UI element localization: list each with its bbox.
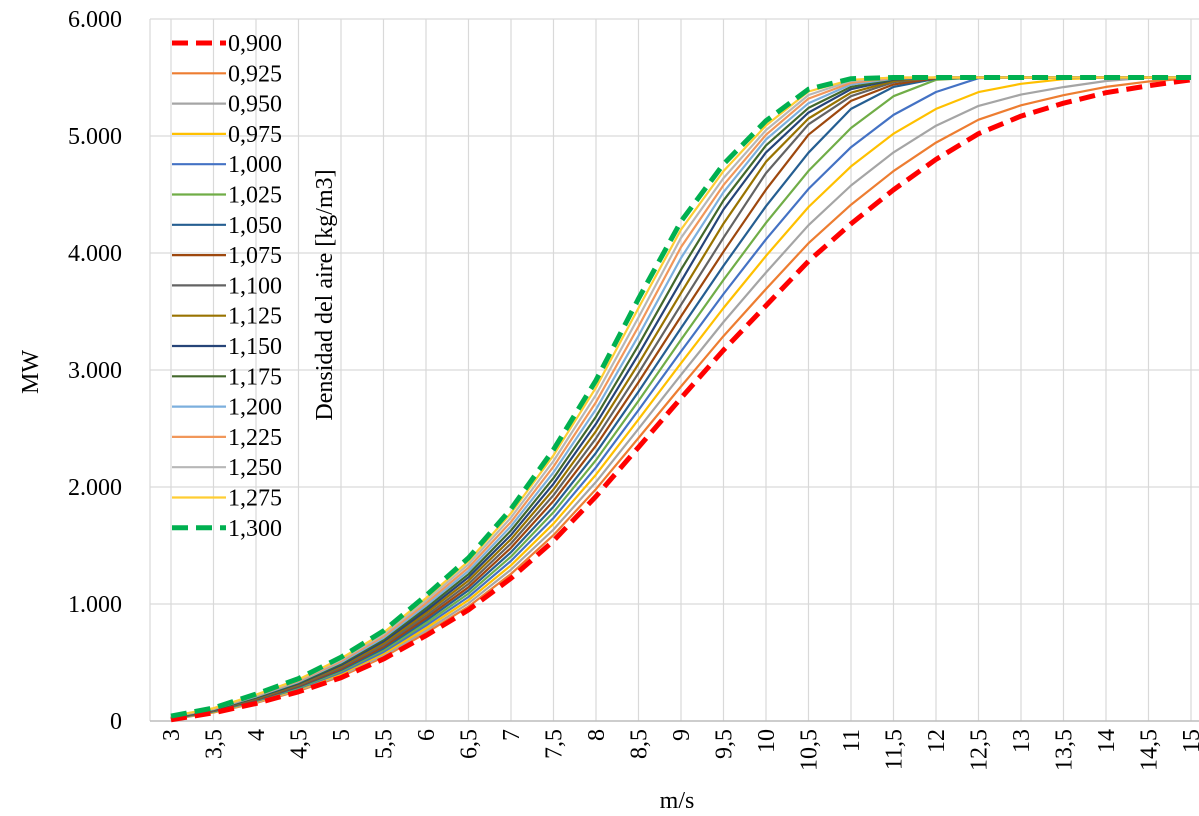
series-line-1-300: [170, 75, 1191, 719]
y-axis-label: MW: [18, 350, 44, 394]
x-tick-label: 7: [499, 729, 525, 741]
x-tick-label: 6,5: [457, 729, 483, 759]
y-tick-label: 2.000: [68, 475, 122, 501]
x-tick-label: 3,5: [202, 729, 228, 759]
x-tick-label: 5,5: [372, 729, 398, 759]
legend-label: 1,000: [228, 152, 282, 178]
legend-label: 1,075: [228, 243, 282, 269]
series-layer: [170, 75, 1192, 723]
legend-title: Densidad del aire [kg/m3]: [312, 169, 338, 420]
y-tick-label: 4.000: [68, 241, 122, 267]
legend-label: 1,100: [228, 273, 282, 299]
x-tick-label: 5: [329, 729, 355, 741]
y-tick-label: 3.000: [68, 358, 122, 384]
series-line-0-975: [170, 76, 1191, 721]
x-tick-label: 15: [1179, 729, 1199, 753]
legend: 0,900 0,925 0,950 0,975 1,000 1,025 1,050 1,075…: [172, 31, 282, 542]
x-tick-label: 10: [754, 729, 780, 753]
x-axis-ticks: 3 3,5 4 4,5 5 5,5 6 6,5 7 7,5 8 8,5 9 9,5 10 10,5 11 11,5…: [159, 729, 1199, 771]
y-tick-label: 0: [110, 709, 122, 735]
x-tick-label: 6: [414, 729, 440, 741]
legend-label: 1,025: [228, 183, 282, 209]
x-tick-label: 12,5: [967, 729, 993, 771]
legend-label: 1,250: [228, 455, 282, 481]
y-tick-label: 1.000: [68, 592, 122, 618]
series-line-0-900: [170, 77, 1192, 723]
legend-label: 1,200: [228, 395, 282, 421]
legend-label: 1,225: [228, 425, 282, 451]
legend-label: 1,150: [228, 334, 282, 360]
x-tick-label: 8: [584, 729, 610, 741]
x-tick-label: 9: [669, 729, 695, 741]
x-tick-label: 3: [159, 729, 185, 741]
legend-label: 1,125: [228, 304, 282, 330]
legend-label: 1,175: [228, 364, 282, 390]
y-tick-label: 6.000: [68, 7, 122, 33]
legend-label: 1,300: [228, 516, 282, 542]
y-axis-ticks: 0 1.000 2.000 3.000 4.000 5.000 6.000: [68, 7, 122, 735]
x-tick-label: 14: [1094, 729, 1120, 753]
x-tick-label: 4,5: [287, 729, 313, 759]
x-tick-label: 10,5: [797, 729, 823, 771]
x-tick-label: 7,5: [542, 729, 568, 759]
legend-label: 1,275: [228, 486, 282, 512]
legend-label: 0,975: [228, 122, 282, 148]
x-tick-label: 13: [1009, 729, 1035, 753]
x-tick-label: 13,5: [1052, 729, 1078, 771]
legend-label: 0,900: [228, 31, 282, 57]
legend-label: 1,050: [228, 213, 282, 239]
x-tick-label: 4: [244, 729, 270, 741]
x-axis-label: m/s: [660, 788, 695, 814]
legend-label: 0,950: [228, 92, 282, 118]
x-tick-label: 12: [924, 729, 950, 753]
x-tick-label: 9,5: [712, 729, 738, 759]
x-tick-label: 14,5: [1137, 729, 1163, 771]
y-tick-label: 5.000: [68, 124, 122, 150]
legend-label: 0,925: [228, 61, 282, 87]
x-tick-label: 11,5: [882, 729, 908, 770]
x-tick-label: 11: [839, 729, 865, 752]
x-tick-label: 8,5: [627, 729, 653, 759]
